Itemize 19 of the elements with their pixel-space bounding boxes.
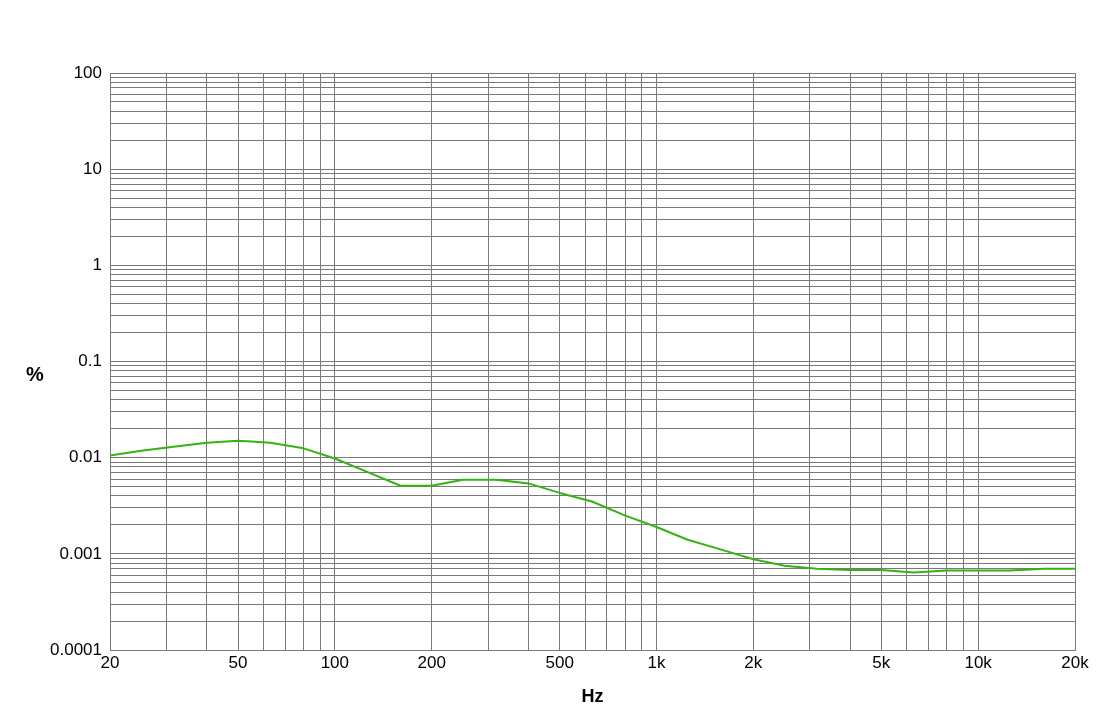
x-tick-label: 100: [320, 652, 350, 672]
y-tick-label: 1: [92, 255, 102, 275]
x-tick-label: 5k: [872, 652, 891, 672]
y-tick-label: 100: [73, 62, 102, 82]
x-tick-label: 2k: [744, 652, 763, 672]
y-tick-label: 0.1: [78, 351, 102, 371]
x-axis-title: Hz: [581, 686, 604, 707]
y-tick-label: 0.01: [68, 447, 102, 467]
x-tick-label: 50: [228, 652, 248, 672]
y-axis-title: %: [26, 363, 45, 386]
x-tick-label: 10k: [964, 652, 993, 672]
y-tick-label: 0.0001: [50, 639, 102, 659]
x-tick-label: 200: [417, 652, 446, 672]
x-tick-label: 500: [545, 652, 574, 672]
x-tick-label: 20k: [1061, 652, 1090, 672]
y-tick-label: 0.001: [59, 543, 102, 563]
x-tick-label: 1k: [647, 652, 666, 672]
x-tick-label: 20: [100, 652, 120, 672]
y-tick-label: 10: [83, 158, 102, 178]
